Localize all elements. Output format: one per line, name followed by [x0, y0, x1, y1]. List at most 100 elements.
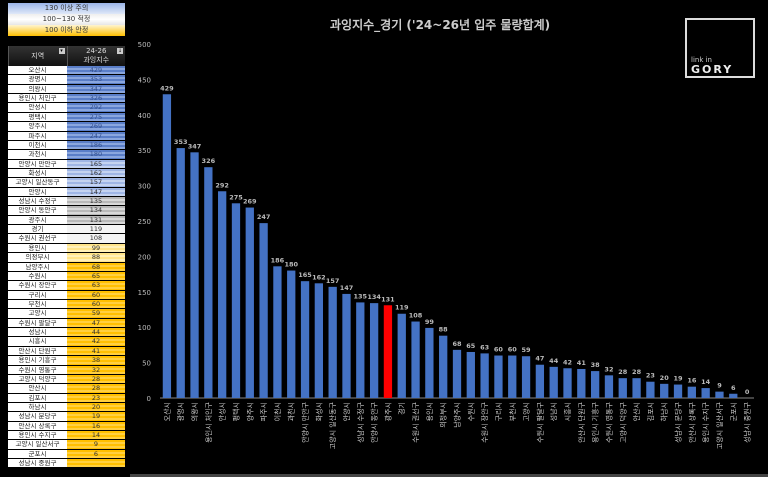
table-row[interactable]: 부천시 60	[8, 299, 125, 310]
bar	[439, 335, 448, 398]
region-cell: 용인시 기흥구	[8, 356, 67, 365]
bar	[729, 393, 738, 398]
y-tick-label: 450	[138, 76, 151, 84]
value-cell	[67, 459, 125, 468]
horizontal-scrollbar[interactable]	[130, 474, 768, 477]
table-row[interactable]: 안양시 만안구 165	[8, 159, 125, 169]
region-cell: 과천시	[8, 150, 67, 159]
table-row[interactable]: 광주시 131	[8, 215, 125, 226]
table-row[interactable]: 수원시 장안구 63	[8, 281, 125, 291]
x-tick-label: 수원시 영통구	[604, 401, 613, 442]
table-row[interactable]: 고양시 일산서구 9	[8, 440, 125, 450]
x-tick-label: 양주시	[246, 402, 254, 421]
x-tick-label: 용인시 기흥구	[591, 401, 600, 442]
table-row[interactable]: 의왕시 347	[8, 84, 125, 95]
table-row[interactable]: 평택시 275	[8, 112, 125, 123]
table-row[interactable]: 하남시 20	[8, 402, 125, 413]
bar	[314, 283, 324, 398]
bar	[494, 355, 503, 398]
x-tick-label: 광주시	[384, 402, 392, 421]
data-label: 65	[466, 342, 476, 350]
table-row[interactable]: 남양주시 68	[8, 262, 125, 272]
table-row[interactable]: 수원시 팔달구 47	[8, 318, 125, 329]
table-row[interactable]: 성남시 수정구 135	[8, 197, 125, 207]
table-row[interactable]: 성남시 분당구 19	[8, 412, 125, 422]
table-row[interactable]: 용인시 기흥구 38	[8, 356, 125, 366]
bar	[245, 207, 254, 398]
bar	[466, 351, 475, 398]
region-cell: 성남시 중원구	[8, 459, 67, 468]
table-row[interactable]: 오산시 429	[8, 66, 125, 76]
value-cell: 14	[67, 431, 125, 440]
y-tick-label: 200	[138, 253, 151, 261]
table-row[interactable]: 안산시 단원구 41	[8, 346, 125, 357]
filter-dropdown-icon[interactable]: ▾	[58, 48, 65, 54]
logo-line2: GORY	[691, 63, 734, 76]
table-row[interactable]: 이천시 186	[8, 140, 125, 151]
data-label: 275	[229, 193, 243, 201]
region-header[interactable]: 지역 ▾	[8, 46, 67, 66]
table-row[interactable]: 안양시 동안구 134	[8, 206, 125, 216]
region-cell: 안산시 상록구	[8, 421, 67, 431]
x-tick-label: 안산시 상록구	[687, 401, 696, 442]
table-row[interactable]: 안양시 147	[8, 187, 125, 198]
table-row[interactable]: 안성시 292	[8, 103, 125, 113]
table-row[interactable]: 용인시 수지구 14	[8, 431, 125, 441]
value-cell: 157	[67, 178, 125, 187]
value-cell: 186	[67, 140, 125, 150]
region-cell: 수원시 팔달구	[8, 318, 67, 328]
table-row[interactable]: 성남시 중원구	[8, 459, 125, 469]
table-row[interactable]: 군포시 6	[8, 449, 125, 460]
region-cell: 파주시	[8, 131, 67, 140]
bar	[356, 302, 365, 398]
table-row[interactable]: 고양시 59	[8, 309, 125, 319]
table-row[interactable]: 수원시 권선구 108	[8, 234, 125, 244]
table-row[interactable]: 수원시 영통구 32	[8, 365, 125, 375]
region-cell: 광주시	[8, 215, 67, 225]
pivot-table: 지역 ▾ 24-26 과잉지수 ↓ 오산시 429 광명시 353 의왕시 347 용인시 처인구…	[8, 46, 126, 469]
y-tick-label: 500	[138, 41, 151, 49]
region-cell: 김포시	[8, 393, 67, 402]
table-row[interactable]: 양주시 269	[8, 122, 125, 132]
bar	[549, 366, 558, 398]
table-row[interactable]: 시흥시 42	[8, 337, 125, 347]
table-row[interactable]: 광명시 353	[8, 75, 125, 85]
value-header[interactable]: 24-26 과잉지수 ↓	[66, 46, 126, 66]
x-tick-label: 고양시	[523, 402, 531, 421]
table-row[interactable]: 고양시 덕양구 28	[8, 374, 125, 385]
region-cell: 용인시 처인구	[8, 94, 67, 103]
region-cell: 군포시	[8, 449, 67, 459]
table-row[interactable]: 안산시 상록구 16	[8, 421, 125, 432]
table-row[interactable]: 김포시 23	[8, 393, 125, 403]
value-cell: 20	[67, 402, 125, 412]
table-row[interactable]: 경기 119	[8, 225, 125, 235]
region-cell: 부천시	[8, 299, 67, 309]
x-tick-label: 의왕시	[190, 402, 199, 421]
table-row[interactable]: 용인시 처인구 326	[8, 94, 125, 104]
table-row[interactable]: 안산시 28	[8, 384, 125, 394]
value-cell: 23	[67, 393, 125, 402]
x-tick-label: 안양시 동안구	[370, 401, 379, 442]
x-tick-label: 김포시	[647, 402, 655, 421]
table-row[interactable]: 화성시 162	[8, 168, 125, 179]
data-label: 269	[243, 198, 257, 206]
value-cell: 108	[67, 234, 125, 243]
table-row[interactable]: 파주시 247	[8, 131, 125, 141]
sort-icon[interactable]: ↓	[117, 48, 123, 54]
bar	[563, 368, 572, 398]
table-row[interactable]: 성남시 44	[8, 328, 125, 338]
value-cell: 269	[67, 122, 125, 131]
value-cell: 9	[67, 440, 125, 449]
table-row[interactable]: 과천시 180	[8, 150, 125, 160]
table-row[interactable]: 용인시 99	[8, 243, 125, 254]
table-row[interactable]: 고양시 일산동구 157	[8, 178, 125, 188]
table-row[interactable]: 수원시 65	[8, 271, 125, 282]
table-row[interactable]: 구리시 60	[8, 290, 125, 300]
table-row[interactable]: 의정부시 88	[8, 253, 125, 263]
bar	[328, 286, 337, 398]
value-cell: 247	[67, 131, 125, 140]
region-cell: 고양시 일산서구	[8, 440, 67, 449]
value-cell: 131	[67, 215, 125, 225]
data-label: 60	[494, 346, 504, 354]
data-label: 108	[409, 312, 423, 320]
